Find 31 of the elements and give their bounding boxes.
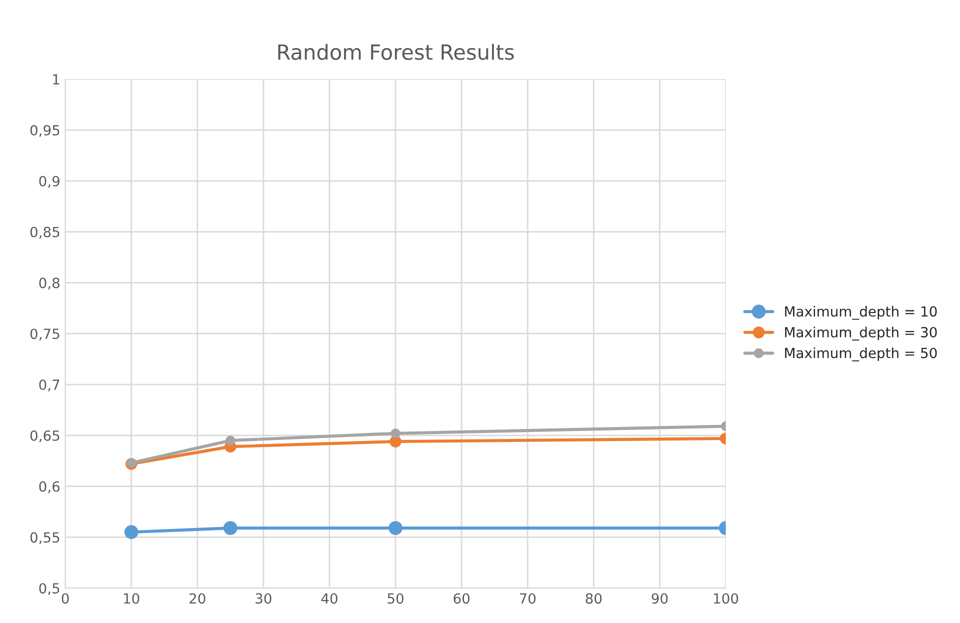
- x-tick-label: 40: [321, 593, 338, 604]
- legend-label: Maximum_depth = 50: [785, 347, 937, 362]
- x-tick-label: 20: [190, 593, 206, 604]
- legend-label: Maximum_depth = 30: [785, 326, 937, 341]
- y-tick-label: 0,5: [39, 583, 60, 596]
- y-tick-label: 0,65: [30, 430, 60, 442]
- y-tick-label: 0,95: [30, 124, 60, 137]
- point: [226, 436, 236, 446]
- y-tick-label: 0,6: [39, 481, 60, 494]
- y-tick-label: 0,9: [39, 176, 60, 188]
- chart-title: Random Forest Results: [278, 44, 514, 60]
- x-tick-label: 60: [454, 593, 470, 604]
- point: [223, 521, 238, 535]
- x-tick-label: 50: [388, 593, 404, 604]
- point: [390, 428, 400, 438]
- x-tick-label: 100: [714, 593, 738, 604]
- x-tick-label: 0: [62, 593, 69, 604]
- x-tick-label: 70: [520, 593, 536, 604]
- x-tick-label: 90: [652, 593, 668, 604]
- y-tick-label: 1: [53, 74, 60, 84]
- x-tick-label: 30: [256, 593, 272, 604]
- y-tick-label: 0,75: [30, 328, 60, 341]
- x-tick-label: 80: [586, 593, 602, 604]
- point: [388, 521, 402, 535]
- y-tick-label: 0,55: [30, 532, 60, 544]
- x-tick-label: 10: [124, 593, 140, 604]
- legend-label: Maximum_depth = 10: [785, 306, 937, 320]
- y-tick-label: 0,85: [30, 226, 60, 239]
- point: [124, 525, 138, 540]
- y-tick-label: 0,8: [39, 278, 60, 290]
- y-tick-label: 0,7: [39, 379, 60, 392]
